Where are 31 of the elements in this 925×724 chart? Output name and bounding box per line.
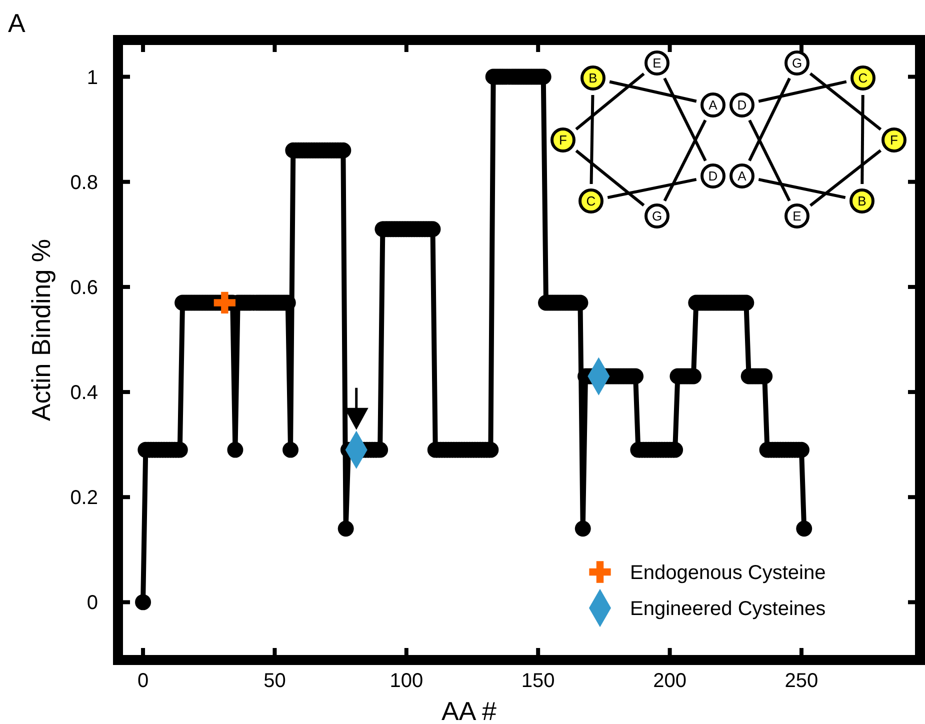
x-tick-label: 100 [390, 670, 424, 692]
x-axis-title: AA # [442, 696, 498, 724]
annotation: C [586, 194, 596, 208]
x-tick-label: 0 [137, 670, 149, 692]
annotation: C [858, 70, 868, 86]
y-tick-label: 0 [86, 592, 98, 614]
y-tick-label: 0.2 [70, 487, 98, 510]
y-axis-title: Actin Binding % [26, 238, 56, 422]
legend-label: Endogenous Cysteine [630, 562, 826, 584]
annotation: G [792, 56, 802, 70]
annotation: B [588, 70, 598, 86]
annotation: F [890, 132, 898, 148]
x-tick-label: 250 [784, 670, 818, 692]
annotation: D [708, 168, 718, 184]
x-tick-label: 200 [653, 670, 686, 692]
text: A [8, 8, 26, 38]
annotation: B [858, 194, 866, 208]
annotation: F [559, 132, 568, 148]
annotation: E [652, 56, 662, 70]
annotation: E [792, 208, 802, 224]
y-tick-label: 0.4 [70, 382, 98, 404]
y-tick-label: 0.6 [70, 276, 98, 299]
y-tick-label: 0.8 [70, 172, 98, 194]
annotation: D [737, 98, 747, 112]
annotation: G [652, 208, 662, 224]
annotation: A [708, 98, 718, 112]
y-tick-label: 1 [86, 66, 98, 89]
x-tick-label: 150 [521, 670, 555, 692]
x-tick-label: 50 [264, 670, 286, 692]
legend-label: Engineered Cysteines [630, 598, 826, 620]
annotation: A [738, 168, 747, 184]
